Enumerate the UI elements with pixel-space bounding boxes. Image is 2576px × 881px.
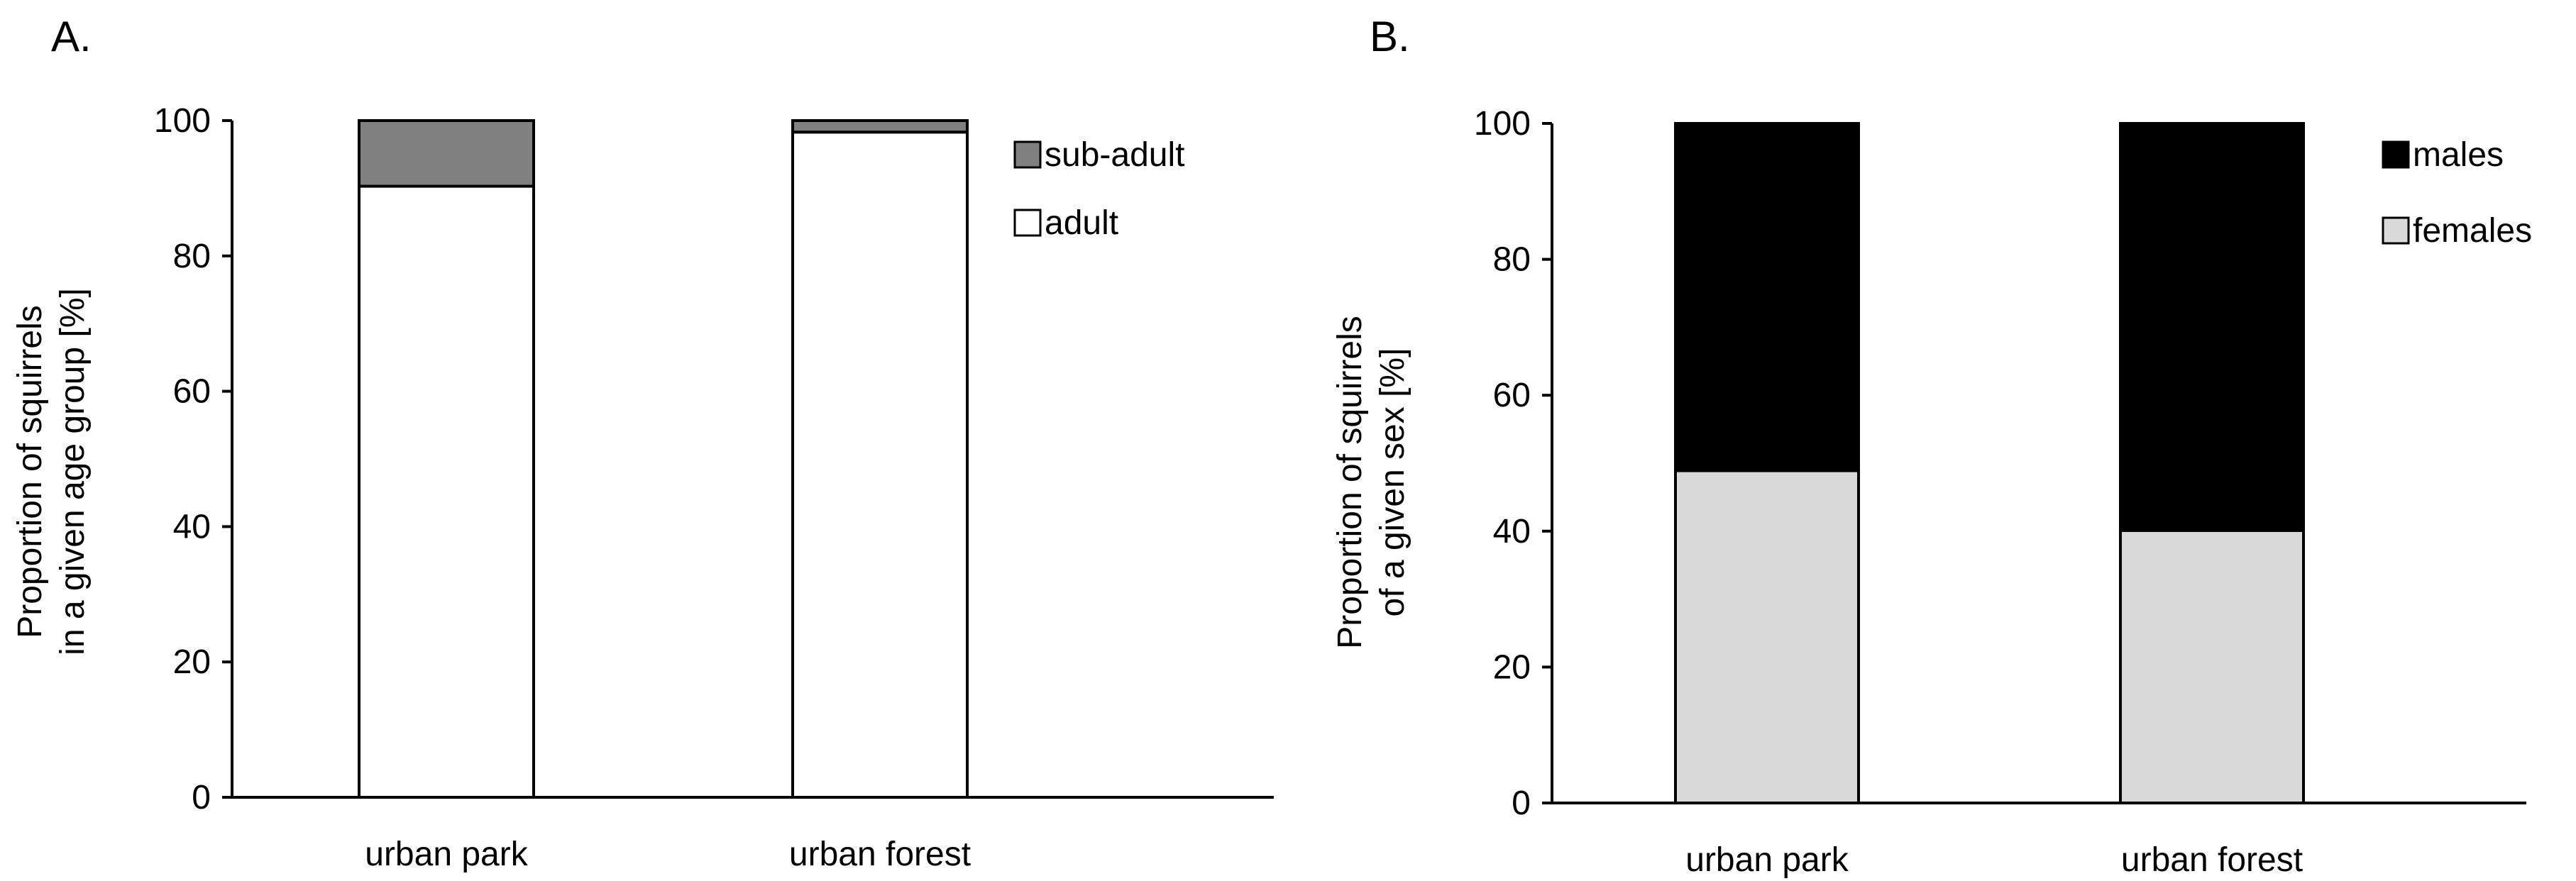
panel-b-bar-urban-forest-females: [2119, 528, 2305, 804]
panel-b-xlabel-urban-park: urban park: [1685, 841, 1849, 879]
panel-a-xlabel-urban-park: urban park: [365, 836, 528, 873]
panel-b-bar-urban-park-males: [1674, 122, 1860, 472]
panel-a-bar-urban-park-adult: [358, 184, 535, 799]
panel-a-ytick-label-20: 20: [173, 643, 211, 681]
panel-b-label: B.: [1370, 13, 1410, 60]
panel-b-ytick-label-60: 60: [1493, 377, 1531, 414]
panel-a-x-labels: urban park urban forest: [365, 836, 971, 873]
panel-b-legend-label-females: females: [2413, 212, 2532, 250]
panel-a-ytick-label-40: 40: [173, 508, 211, 545]
panel-b-ytick-label-80: 80: [1493, 241, 1531, 279]
panel-a-legend-swatch-sub-adult: [1013, 140, 1042, 169]
panel-a-y-axis-ticks: 0 20 40 60 80 100: [154, 102, 232, 816]
panel-a-label: A.: [51, 13, 92, 60]
panel-b-ytick-label-100: 100: [1474, 105, 1531, 143]
panel-a-legend-swatch-adult: [1013, 209, 1042, 237]
panel-a-bar-urban-park-sub-adult: [358, 119, 535, 188]
panel-a-legend-label-adult: adult: [1045, 204, 1118, 242]
panel-b-legend-swatch-males: [2382, 140, 2410, 169]
panel-b-x-labels: urban park urban forest: [1685, 841, 2303, 879]
panel-a-ytick-label-60: 60: [173, 373, 211, 411]
panel-b-ylabel-line2: of a given sex [%]: [1374, 348, 1411, 617]
panel-a-ylabel-line1: Proportion of squirrels: [11, 305, 49, 638]
panel-a-bars: [358, 119, 969, 799]
panel-a-ytick-label-0: 0: [192, 779, 211, 816]
panel-b-ylabel-line1: Proportion of squirrels: [1331, 316, 1369, 649]
panel-a-legend-label-sub-adult: sub-adult: [1045, 136, 1184, 174]
panel-b-bars: [1674, 122, 2305, 805]
panel-b-legend: males females: [2382, 136, 2532, 250]
panel-b-sex-chart: B. Proportion of squirrels of a given se…: [1331, 13, 2532, 879]
panel-a-bar-urban-forest-adult: [791, 131, 969, 799]
panel-b-y-axis-ticks: 0 20 40 60 80 100: [1474, 105, 1552, 822]
panel-a-age-chart: A. Proportion of squirrels in a given ag…: [11, 13, 1274, 873]
panel-a-ylabel-line2: in a given age group [%]: [54, 288, 92, 655]
panel-a-legend: sub-adult adult: [1013, 136, 1184, 242]
panel-b-ytick-label-20: 20: [1493, 648, 1531, 686]
panel-b-bar-urban-forest-males: [2119, 122, 2305, 532]
panel-b-bar-urban-park-females: [1674, 469, 1860, 805]
panel-a-xlabel-urban-forest: urban forest: [789, 836, 971, 873]
panel-b-legend-label-males: males: [2413, 136, 2504, 174]
panel-b-legend-swatch-females: [2382, 216, 2410, 245]
panel-a-bar-urban-forest-sub-adult: [791, 119, 969, 134]
panel-b-xlabel-urban-forest: urban forest: [2121, 841, 2303, 879]
panel-b-ytick-label-0: 0: [1512, 785, 1531, 822]
panel-a-ytick-label-80: 80: [173, 238, 211, 275]
panel-a-ytick-label-100: 100: [154, 102, 211, 140]
panel-b-ytick-label-40: 40: [1493, 513, 1531, 550]
